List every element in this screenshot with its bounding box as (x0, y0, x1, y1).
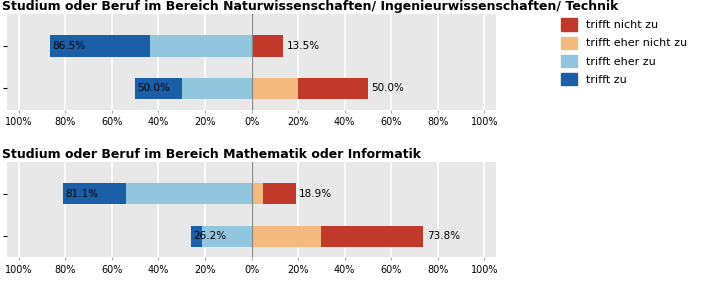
Bar (50, 35, 150, 57)
Text: 18.9%: 18.9% (299, 189, 332, 199)
Text: 50.0%: 50.0% (138, 84, 171, 94)
Text: Studium oder Beruf im Bereich Mathematik oder Informatik: Studium oder Beruf im Bereich Mathematik… (2, 148, 421, 161)
Text: Studium oder Beruf im Bereich Naturwissenschaften/ Ingenieurwissenschaften/ Tech: Studium oder Beruf im Bereich Naturwisse… (2, 0, 618, 13)
Text: 73.8%: 73.8% (427, 231, 460, 241)
Bar (126, 183, 251, 204)
Bar (251, 35, 283, 57)
Bar (251, 183, 264, 204)
Bar (191, 226, 202, 247)
Bar (251, 78, 298, 99)
Bar (264, 183, 295, 204)
Text: 13.5%: 13.5% (287, 41, 320, 51)
Bar (63, 183, 126, 204)
Legend: trifft nicht zu, trifft eher nicht zu, trifft eher zu, trifft zu: trifft nicht zu, trifft eher nicht zu, t… (558, 15, 690, 89)
Bar (181, 78, 251, 99)
Text: 50.0%: 50.0% (372, 84, 405, 94)
Bar (251, 226, 321, 247)
Text: 86.5%: 86.5% (53, 41, 86, 51)
Bar (321, 226, 423, 247)
Text: 81.1%: 81.1% (65, 189, 98, 199)
Bar (298, 78, 368, 99)
Bar (135, 78, 181, 99)
Bar (150, 35, 251, 57)
Bar (202, 226, 251, 247)
Text: 26.2%: 26.2% (193, 231, 226, 241)
